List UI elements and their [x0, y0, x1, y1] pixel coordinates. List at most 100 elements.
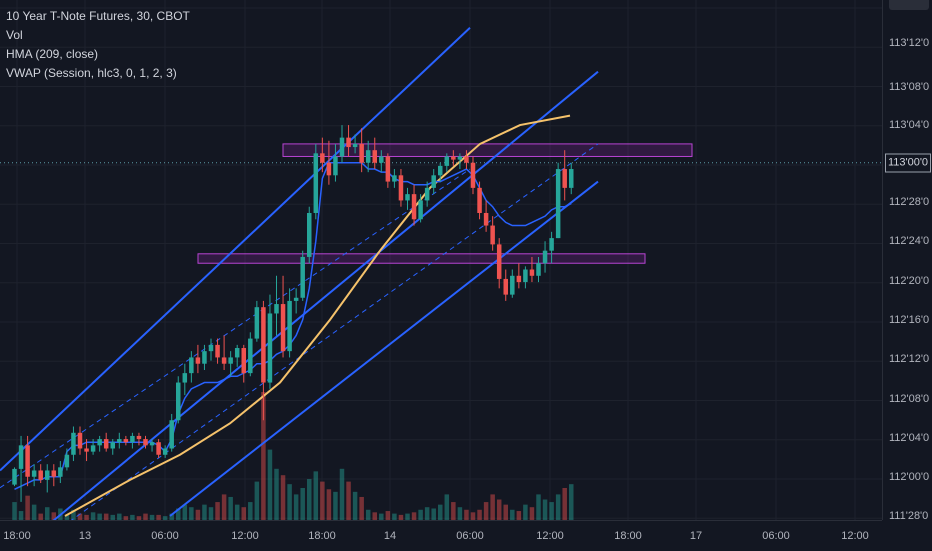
volume-bar	[234, 504, 240, 520]
candle-body	[261, 307, 266, 383]
volume-bar	[287, 484, 292, 520]
candle-body	[248, 338, 253, 374]
candle-body	[287, 300, 292, 352]
price-tick: 112'28'0	[889, 196, 930, 208]
candle-body	[110, 442, 115, 449]
chart-plot[interactable]	[0, 0, 882, 520]
candle-body	[569, 169, 574, 188]
candle-body	[405, 194, 410, 201]
time-tick: 18:00	[614, 530, 642, 542]
candle-body	[176, 382, 181, 421]
volume-bar	[71, 509, 76, 520]
candle-body	[365, 150, 371, 163]
volume-bar	[103, 513, 109, 520]
candle-body	[398, 175, 404, 201]
time-tick: 17	[689, 530, 703, 542]
volume-bar	[248, 502, 253, 520]
volume-bar	[365, 509, 371, 520]
legend-hma[interactable]: HMA (209, close)	[6, 47, 99, 61]
time-tick: 14	[383, 530, 397, 542]
price-tick: 113'08'0	[889, 81, 930, 93]
volume-bar	[156, 514, 161, 520]
candle-body	[464, 156, 469, 163]
volume-bar	[117, 513, 122, 520]
candle-body	[234, 348, 240, 358]
candle-body	[12, 468, 17, 485]
volume-bar	[77, 513, 83, 520]
candle-body	[562, 169, 567, 188]
candle-body	[326, 162, 332, 176]
volume-bar	[162, 516, 168, 520]
volume-bar	[385, 511, 391, 520]
volume-bar	[379, 513, 384, 520]
price-tick: 112'08'0	[889, 393, 930, 405]
volume-bar	[143, 513, 148, 520]
volume-bar	[241, 507, 246, 520]
channel-line	[52, 70, 599, 520]
volume-bar	[392, 513, 397, 520]
volume-bar	[51, 512, 57, 520]
candle-body	[195, 357, 201, 364]
candle-body	[496, 244, 502, 279]
candle-body	[555, 169, 561, 239]
volume-bar	[490, 494, 495, 520]
price-zone	[282, 143, 693, 157]
legend: 10 Year T-Note Futures, 30, CBOT Vol HMA…	[6, 7, 190, 83]
volume-bar	[562, 488, 567, 520]
price-tick: 112'16'0	[889, 314, 930, 326]
volume-bar	[261, 392, 266, 520]
legend-vwap[interactable]: VWAP (Session, hlc3, 0, 1, 2, 3)	[6, 66, 177, 80]
legend-vol[interactable]: Vol	[6, 28, 23, 42]
axis-settings-tab[interactable]	[889, 0, 929, 10]
time-axis[interactable]: 18:00 13 06:00 12:00 18:00 14 06:00 12:0…	[0, 520, 882, 551]
candle-body	[483, 212, 489, 226]
price-axis[interactable]: 113'12'0 113'08'0 113'04'0 112'28'0 112'…	[882, 0, 932, 522]
candle-body	[228, 357, 233, 364]
candle-body	[320, 153, 325, 163]
candle-body	[451, 156, 456, 160]
volume-bar	[470, 512, 476, 520]
time-tick: 06:00	[456, 530, 484, 542]
volume-bar	[254, 481, 260, 520]
volume-bar	[208, 507, 214, 520]
volume-bar	[45, 507, 50, 520]
candle-body	[516, 275, 522, 283]
time-tick: 18:00	[308, 530, 336, 542]
candle-body	[103, 439, 109, 449]
candle-body	[208, 344, 214, 352]
volume-bar	[398, 514, 404, 520]
candle-body	[438, 165, 443, 176]
legend-symbol[interactable]: 10 Year T-Note Futures, 30, CBOT	[6, 9, 190, 23]
volume-bar	[228, 496, 233, 520]
candle-body	[477, 187, 482, 213]
candle-body	[90, 445, 96, 452]
volume-bar	[372, 512, 377, 520]
time-tick: 12:00	[841, 530, 869, 542]
price-tick: 112'04'0	[889, 432, 930, 444]
candle-body	[372, 150, 377, 163]
volume-bar	[182, 504, 188, 520]
candle-body	[117, 439, 122, 443]
volume-bar	[326, 489, 332, 520]
chart-area[interactable]: 10 Year T-Note Futures, 30, CBOT Vol HMA…	[0, 0, 882, 520]
candle-body	[182, 373, 188, 383]
candle-body	[392, 175, 397, 182]
volume-bar	[536, 494, 541, 520]
candle-body	[97, 439, 102, 446]
volume-bar	[333, 491, 338, 520]
candle-body	[215, 344, 220, 358]
candle-body	[202, 351, 207, 364]
candle-body	[45, 470, 50, 480]
candle-body	[156, 442, 161, 455]
volume-bar	[313, 471, 319, 520]
volume-bar	[221, 494, 227, 520]
volume-bar	[189, 507, 194, 520]
volume-bar	[215, 502, 220, 520]
candle-body	[385, 156, 391, 182]
candle-body	[38, 470, 43, 480]
volume-bar	[110, 514, 115, 520]
volume-bar	[307, 479, 312, 520]
price-tick: 112'00'0	[889, 471, 930, 483]
volume-bar	[346, 481, 351, 520]
price-tick: 112'24'0	[889, 235, 930, 247]
